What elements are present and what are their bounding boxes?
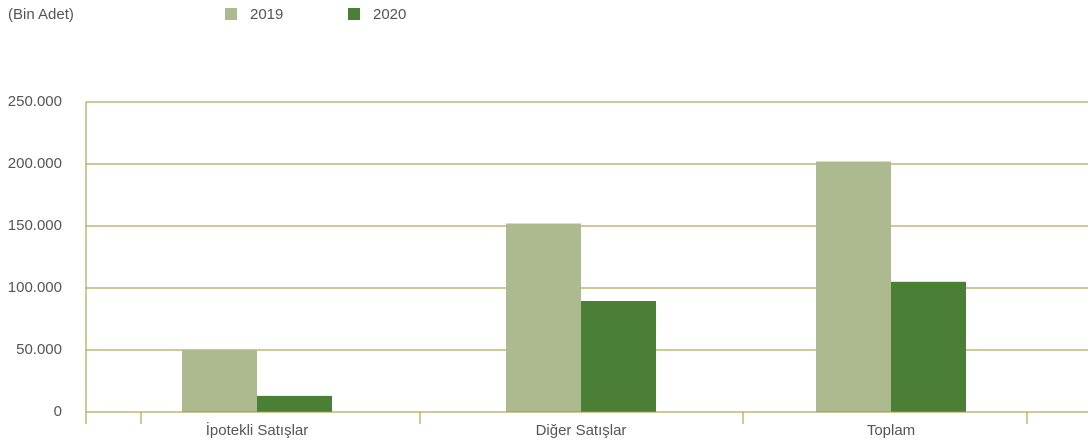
bar bbox=[891, 281, 966, 412]
legend-label: 2020 bbox=[373, 6, 406, 23]
y-tick-label: 250.000 bbox=[8, 93, 62, 110]
category-separators bbox=[85, 102, 1028, 424]
bar bbox=[257, 395, 332, 412]
bar bbox=[506, 223, 581, 412]
bar bbox=[816, 161, 891, 412]
y-tick-label: 50.000 bbox=[16, 341, 62, 358]
y-tick-label: 0 bbox=[54, 403, 62, 420]
legend-swatch bbox=[348, 8, 360, 20]
y-axis-label: (Bin Adet) bbox=[8, 6, 74, 23]
y-tick-label: 200.000 bbox=[8, 155, 62, 172]
bar bbox=[182, 350, 257, 412]
legend-swatch bbox=[225, 8, 237, 20]
x-tick-label: İpotekli Satışlar bbox=[206, 421, 309, 439]
y-tick-label: 100.000 bbox=[8, 279, 62, 296]
y-tick-label: 150.000 bbox=[8, 217, 62, 234]
x-tick-label: Diğer Satışlar bbox=[536, 422, 627, 439]
bar bbox=[581, 301, 656, 412]
x-tick-label: Toplam bbox=[867, 422, 915, 439]
legend-label: 2019 bbox=[250, 6, 283, 23]
